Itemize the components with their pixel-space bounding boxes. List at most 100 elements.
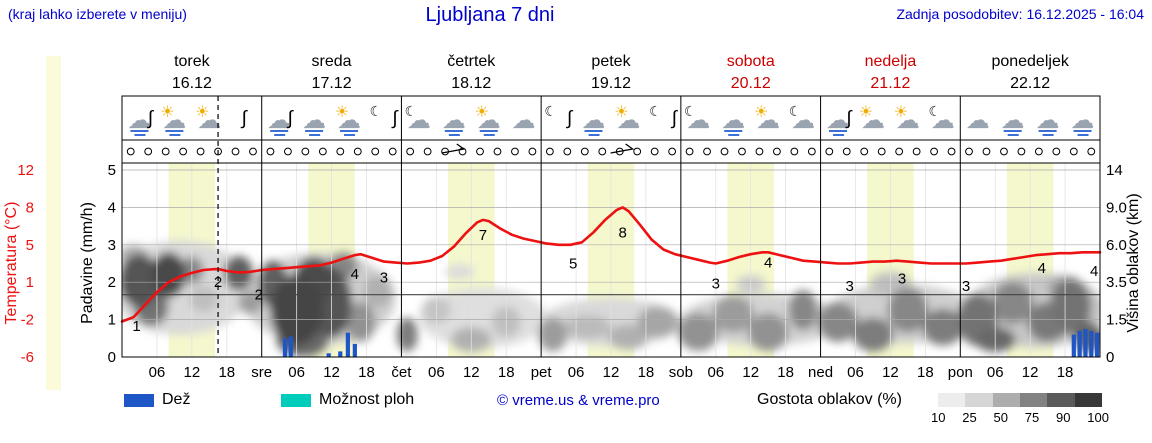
weather-icon-slot: ☾☁ (684, 103, 710, 134)
cloud-cover-circle (650, 147, 659, 156)
cloud-density-gradient-segment (965, 393, 993, 407)
moon-icon: ☾ (789, 103, 802, 119)
weather-icon-slot: ☀☁ (335, 104, 361, 136)
cloud-cover-circle (598, 147, 607, 156)
cloud-cover-circle (1052, 147, 1061, 156)
cloud-icon: ☁ (337, 107, 361, 134)
fog-line-icon (448, 134, 460, 136)
precip-tick-label: 5 (108, 162, 116, 179)
chart-frame (121, 95, 1101, 358)
wind-icon: ∫ (671, 108, 679, 129)
x-day-label: sre (251, 364, 272, 381)
temperature-point-label: 1 (132, 318, 140, 335)
x-tick-label: 12 (1022, 364, 1039, 381)
fog-line-icon (134, 134, 146, 136)
cloud-icon: ☁ (686, 107, 710, 134)
cloud-cover-circle (284, 147, 292, 156)
cloud-density-legend-label: Gostota oblakov (%) (757, 391, 902, 408)
cloud-cover-circle (755, 147, 764, 156)
weather-icon-slot: ☁∫ (267, 107, 295, 136)
cloud-cover-circle (1017, 147, 1026, 156)
rain-bar (1089, 330, 1094, 357)
precip-tick-label: 2 (108, 274, 116, 291)
weather-icon-slot: ☁ (1001, 107, 1025, 136)
fog-line-icon (728, 134, 740, 136)
wind-icon: ∫ (566, 108, 574, 129)
cloud-icon: ☁ (442, 107, 466, 134)
cloud-cover-circle (790, 147, 799, 156)
cloud-cover-circle (511, 147, 519, 156)
x-tick-label: 18 (638, 364, 655, 381)
rain-bar (352, 343, 357, 357)
fog-line-icon (1038, 130, 1057, 132)
cloud-blob (346, 302, 376, 343)
sun-icon: ☀ (859, 104, 873, 121)
cloud-cover-circle (196, 147, 205, 156)
day-date-label: 17.12 (312, 75, 352, 92)
cloud-cover-circle (371, 147, 380, 156)
weather-icon-slot: ☁ (966, 107, 990, 134)
temp-tick-label: 5 (26, 237, 34, 254)
fog-line-icon (1003, 130, 1022, 132)
x-tick-label: 06 (149, 364, 166, 381)
moon-icon: ☾ (544, 103, 557, 119)
rain-bar (1083, 328, 1088, 357)
weather-icon-slot: ☁ (1036, 107, 1060, 136)
moon-icon: ☾ (929, 103, 942, 119)
cloud-blob (922, 308, 964, 346)
x-tick-label: 12 (323, 364, 340, 381)
x-tick-label: 06 (847, 364, 864, 381)
cloud-cover-circle (703, 147, 711, 156)
cloud-cover-circle (773, 147, 781, 156)
cloud-icon: ☁ (477, 107, 501, 134)
cloud-cover-circle (144, 147, 153, 156)
fog-line-icon (309, 134, 321, 136)
cloud-cover-circle (668, 147, 677, 156)
temp-tick-label: -2 (21, 312, 34, 329)
fog-line-icon (340, 130, 359, 132)
rain-bar (345, 332, 350, 357)
sun-icon: ☀ (614, 104, 628, 121)
x-day-label: pon (948, 364, 973, 381)
temperature-axis-title: Temperatura (°C) (3, 202, 20, 325)
weather-icon-slot: ☀☁ (894, 104, 920, 134)
shower-legend-label: Možnost ploh (319, 391, 415, 408)
cloud-blob (637, 306, 678, 338)
cloud-density-tick-label: 90 (1056, 410, 1071, 425)
fog-line-icon (270, 130, 289, 132)
cloud-cover-circle (161, 147, 170, 156)
fog-line-icon (829, 130, 848, 132)
cloud-icon: ☁ (966, 107, 990, 134)
cloud-icon: ☁ (826, 107, 850, 134)
moon-icon: ☾ (684, 103, 697, 119)
temp-tick-label: 12 (17, 162, 34, 179)
cloud-blob (396, 317, 418, 352)
cloud-blob (564, 315, 611, 339)
cloud-cover-circle (353, 147, 362, 156)
cloud-cover-circle (231, 147, 240, 156)
weather-icon-slot: ☾☁ (929, 103, 955, 134)
day-name-label: sreda (312, 53, 352, 70)
moon-icon: ☾ (405, 103, 418, 119)
x-tick-label: 06 (987, 364, 1004, 381)
cloud-blob (992, 281, 1034, 324)
sun-icon: ☀ (475, 104, 489, 121)
x-tick-label: 18 (218, 364, 235, 381)
menu-hint: (kraj lahko izberete v meniju) (8, 6, 187, 22)
cloud-icon: ☁ (582, 107, 606, 134)
x-tick-label: 18 (498, 364, 515, 381)
cloud-cover-circle (580, 147, 589, 156)
weather-icon-slot: ∫ (241, 108, 249, 129)
fog-line-icon (1077, 134, 1089, 136)
cloud-cover-circle (318, 147, 327, 156)
cloud-density-tick-label: 100 (1087, 410, 1109, 425)
cloud-icon: ☁ (756, 107, 780, 134)
temperature-point-label: 4 (351, 266, 359, 283)
fog-line-icon (274, 134, 286, 136)
day-name-label: četrtek (447, 53, 496, 70)
cloud-blob (188, 285, 219, 313)
cloud-cover-circle (633, 147, 642, 156)
copyright-link[interactable]: © vreme.us & vreme.pro (497, 392, 660, 409)
cloud-cover-circle (179, 147, 188, 156)
weather-icon-slot: ☀☁ (475, 104, 501, 136)
